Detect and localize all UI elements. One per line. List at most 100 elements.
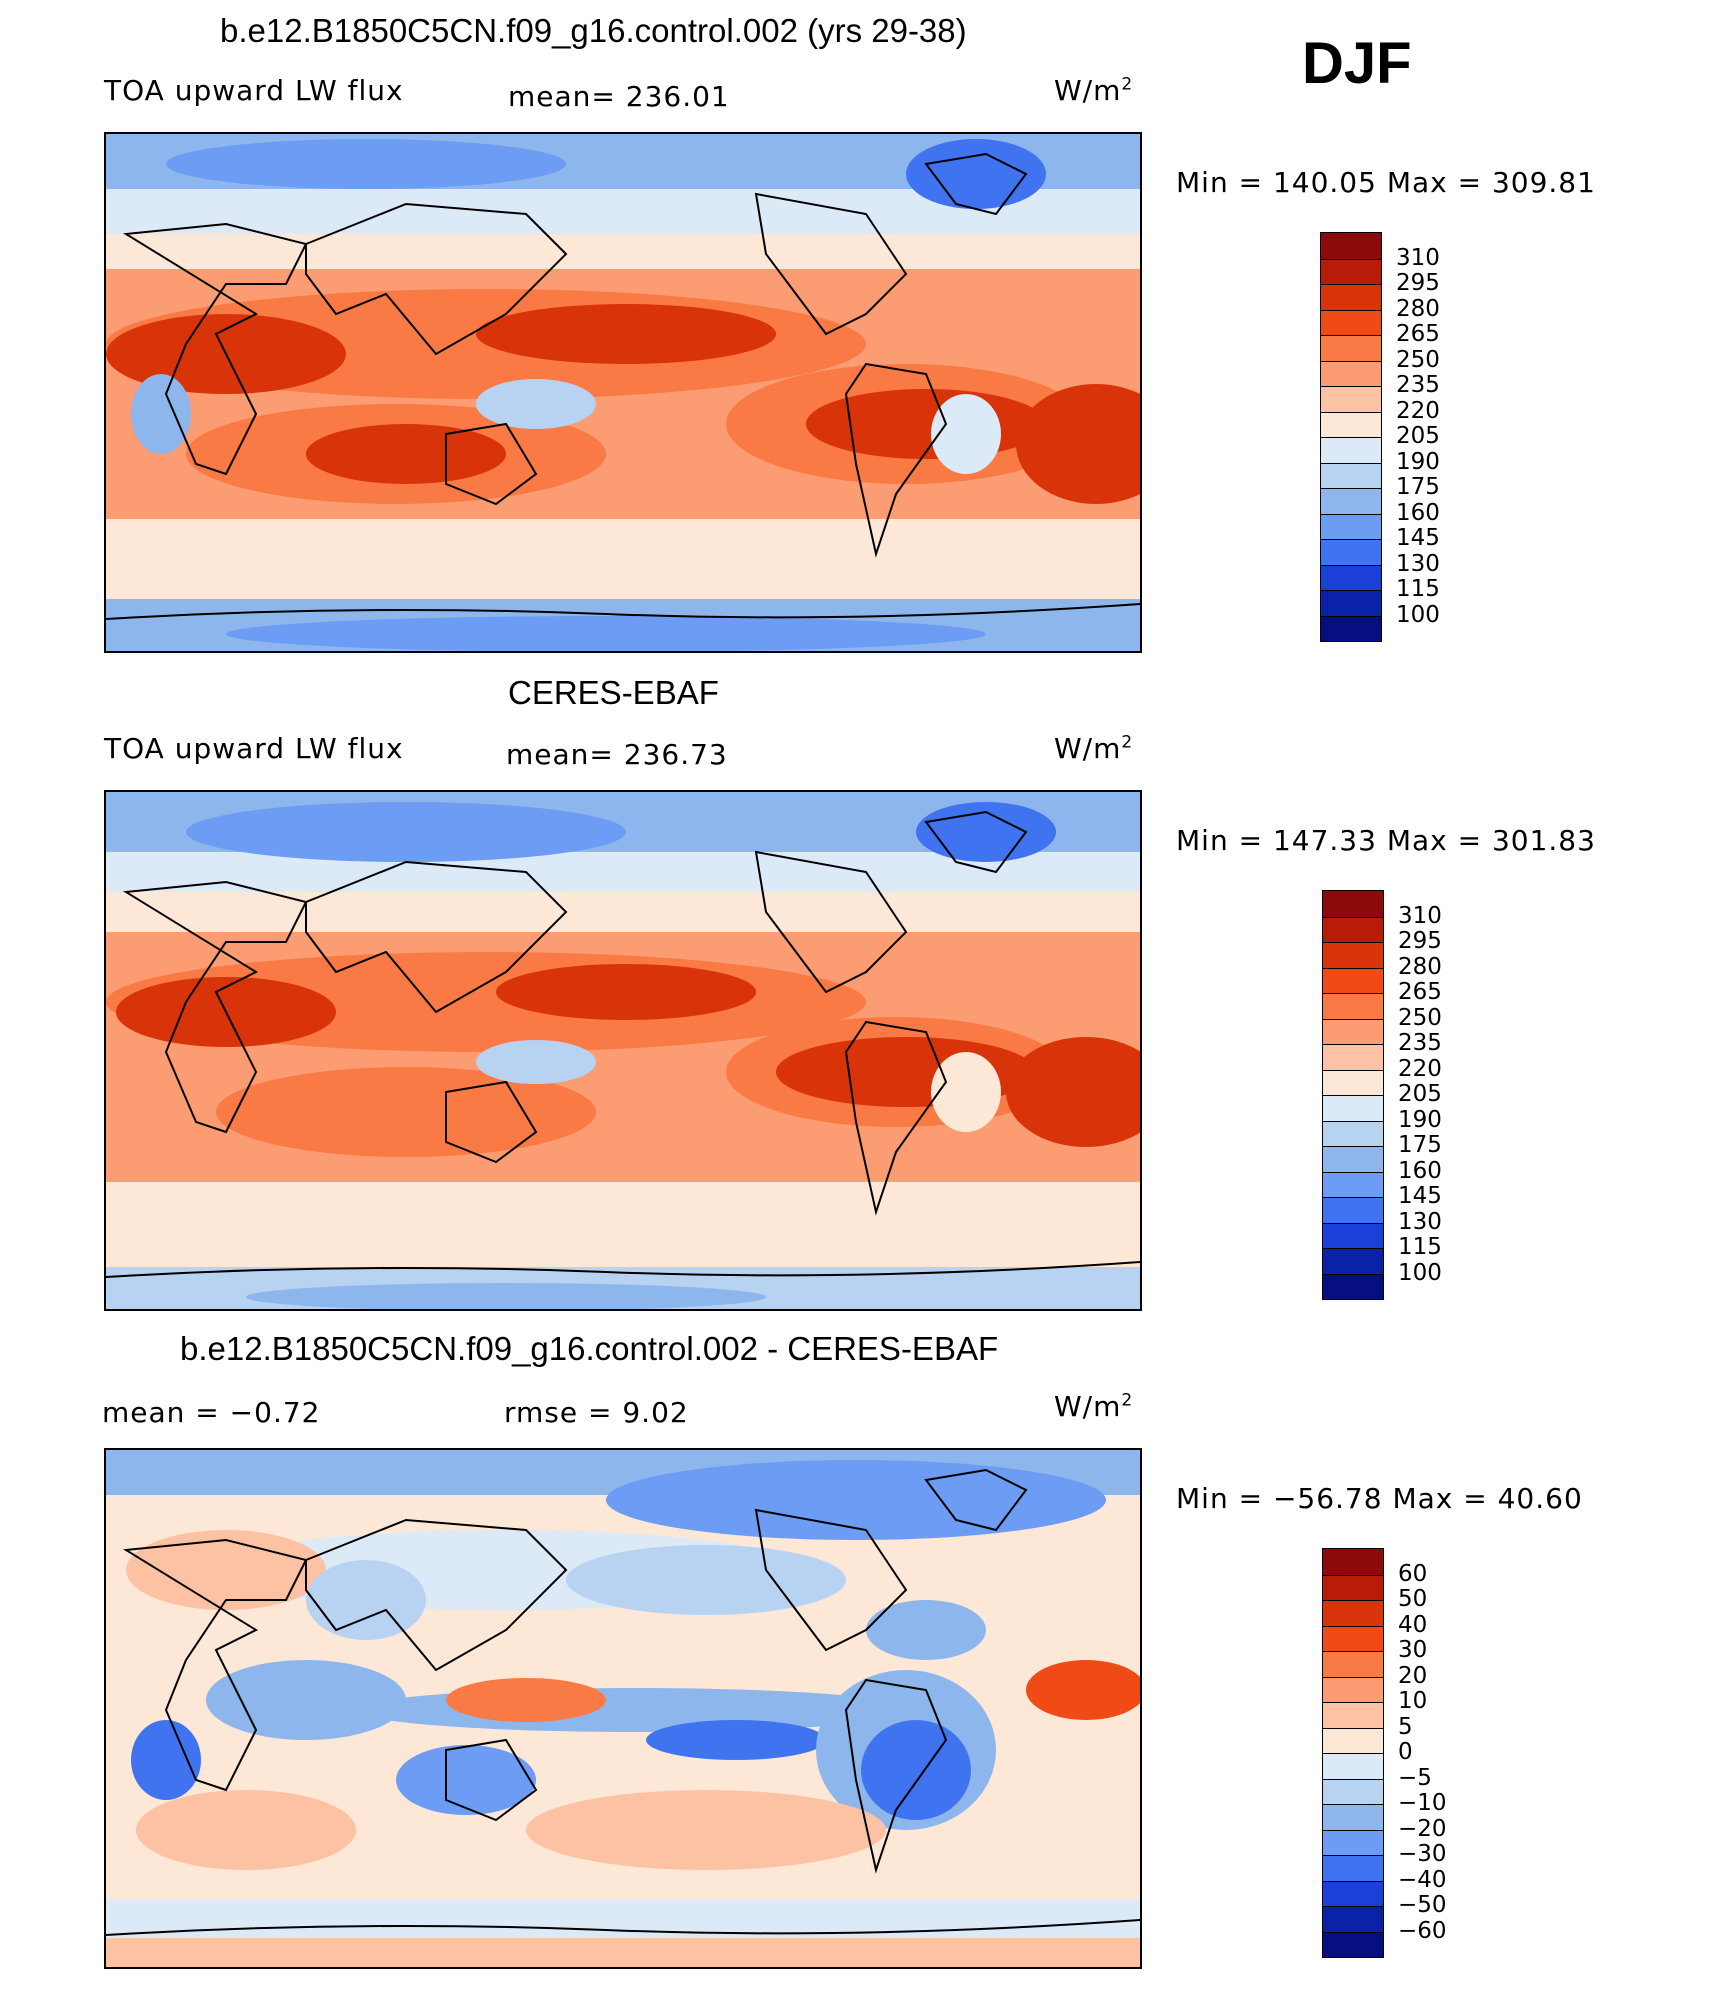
colorbar (1320, 232, 1382, 642)
colorbar-swatch (1323, 1804, 1383, 1830)
colorbar-swatch (1323, 1600, 1383, 1626)
colorbar-tick-label: 175 (1396, 474, 1440, 500)
variable-label: TOA upward LW flux (104, 732, 404, 765)
colorbar-tick-label: −50 (1398, 1892, 1447, 1918)
colorbar-swatch (1321, 488, 1381, 514)
colorbar-swatch (1323, 1880, 1383, 1906)
colorbar-swatch (1323, 1651, 1383, 1677)
colorbar-tick-label: 280 (1398, 953, 1442, 980)
colorbar-tick-label: −20 (1398, 1815, 1447, 1842)
colorbar-swatch (1323, 1069, 1383, 1095)
season-label: DJF (1302, 31, 1412, 96)
colorbar-tick-label: 250 (1396, 346, 1440, 373)
colorbar-tick-label: −5 (1398, 1764, 1432, 1791)
map-difference (104, 1448, 1142, 1969)
mean-label: mean = −0.72 (102, 1396, 321, 1429)
colorbar-tick-label: 265 (1398, 979, 1442, 1005)
colorbar-swatch (1321, 258, 1381, 284)
colorbar-swatch (1321, 284, 1381, 310)
colorbar-tick-label: 235 (1398, 1030, 1442, 1056)
colorbar-swatch (1321, 590, 1381, 616)
colorbar-swatch (1321, 386, 1381, 412)
colorbar-tick-label: 235 (1396, 372, 1440, 398)
colorbar-tick-label: 50 (1398, 1586, 1428, 1612)
colorbar-tick-label: 220 (1396, 397, 1440, 424)
colorbar-swatch (1323, 942, 1383, 968)
colorbar (1322, 890, 1384, 1300)
mean-label: mean= 236.01 (508, 80, 730, 113)
rmse-label: rmse = 9.02 (504, 1396, 689, 1429)
minmax-label: Min = 140.05 Max = 309.81 (1176, 166, 1596, 199)
colorbar-tick-label: −10 (1398, 1790, 1447, 1816)
colorbar-swatch (1323, 1248, 1383, 1274)
mean-label: mean= 236.73 (506, 738, 728, 771)
colorbar-swatch (1321, 335, 1381, 361)
colorbar-swatch (1323, 1120, 1383, 1146)
colorbar-tick-label: 100 (1396, 601, 1440, 628)
colorbar-tick-label: 5 (1398, 1713, 1413, 1740)
colorbar-swatch (1323, 1855, 1383, 1881)
field-contours (106, 1450, 1140, 1967)
colorbar-tick-label: 280 (1396, 295, 1440, 322)
colorbar-tick-label: 220 (1398, 1055, 1442, 1082)
colorbar-swatch (1321, 233, 1381, 259)
colorbar-swatch (1323, 1829, 1383, 1855)
colorbar-swatch (1321, 513, 1381, 539)
colorbar-swatch (1323, 916, 1383, 942)
colorbar-tick-label: 115 (1398, 1234, 1442, 1260)
field-contours (106, 792, 1140, 1309)
colorbar-swatch (1323, 1574, 1383, 1600)
colorbar-tick-label: 115 (1396, 576, 1440, 602)
colorbar-swatch (1323, 1549, 1383, 1575)
colorbar-tick-label: 160 (1398, 1157, 1442, 1184)
colorbar-swatch (1321, 437, 1381, 463)
colorbar-tick-label: −60 (1398, 1917, 1447, 1944)
units-label: W/m2 (1054, 1390, 1134, 1423)
colorbar-swatch (1321, 360, 1381, 386)
colorbar-swatch (1323, 1222, 1383, 1248)
colorbar-swatch (1323, 1727, 1383, 1753)
colorbar-tick-label: 0 (1398, 1739, 1413, 1765)
colorbar-swatch (1321, 462, 1381, 488)
colorbar-tick-label: −40 (1398, 1866, 1447, 1893)
colorbar-swatch (1321, 539, 1381, 565)
colorbar-swatch (1323, 1753, 1383, 1779)
colorbar-swatch (1323, 993, 1383, 1019)
colorbar-tick-label: 310 (1398, 902, 1442, 929)
colorbar-tick-label: 295 (1396, 270, 1440, 296)
panel-title: b.e12.B1850C5CN.f09_g16.control.002 - CE… (180, 1330, 999, 1367)
colorbar-tick-label: 310 (1396, 244, 1440, 271)
colorbar-tick-label: 265 (1396, 321, 1440, 347)
colorbar-swatch (1323, 1095, 1383, 1121)
colorbar-tick-label: 250 (1398, 1004, 1442, 1031)
panel-title: CERES-EBAF (508, 674, 719, 711)
variable-label: TOA upward LW flux (104, 74, 404, 107)
map-observations (104, 790, 1142, 1311)
colorbar-swatch (1323, 1146, 1383, 1172)
colorbar-swatch (1323, 1018, 1383, 1044)
colorbar-tick-label: 145 (1398, 1183, 1442, 1209)
colorbar (1322, 1548, 1384, 1958)
colorbar-tick-label: 40 (1398, 1611, 1428, 1638)
minmax-label: Min = −56.78 Max = 40.60 (1176, 1482, 1583, 1515)
minmax-label: Min = 147.33 Max = 301.83 (1176, 824, 1596, 857)
colorbar-tick-label: −30 (1398, 1841, 1447, 1867)
colorbar-tick-label: 130 (1398, 1208, 1442, 1235)
colorbar-swatch (1323, 1171, 1383, 1197)
colorbar-swatch (1323, 1702, 1383, 1728)
colorbar-tick-label: 205 (1396, 423, 1440, 449)
colorbar-tick-label: 205 (1398, 1081, 1442, 1107)
colorbar-tick-label: 190 (1398, 1106, 1442, 1133)
colorbar-tick-label: 100 (1398, 1259, 1442, 1286)
field-contours (106, 134, 1140, 651)
colorbar-swatch (1323, 1625, 1383, 1651)
colorbar-swatch (1323, 967, 1383, 993)
colorbar-swatch (1323, 1778, 1383, 1804)
colorbar-swatch (1323, 1044, 1383, 1070)
colorbar-tick-label: 30 (1398, 1637, 1428, 1663)
panel-title: b.e12.B1850C5CN.f09_g16.control.002 (yrs… (220, 12, 967, 49)
colorbar-tick-label: 175 (1398, 1132, 1442, 1158)
colorbar-tick-label: 145 (1396, 525, 1440, 551)
colorbar-swatch (1321, 564, 1381, 590)
colorbar-swatch (1323, 1273, 1383, 1299)
